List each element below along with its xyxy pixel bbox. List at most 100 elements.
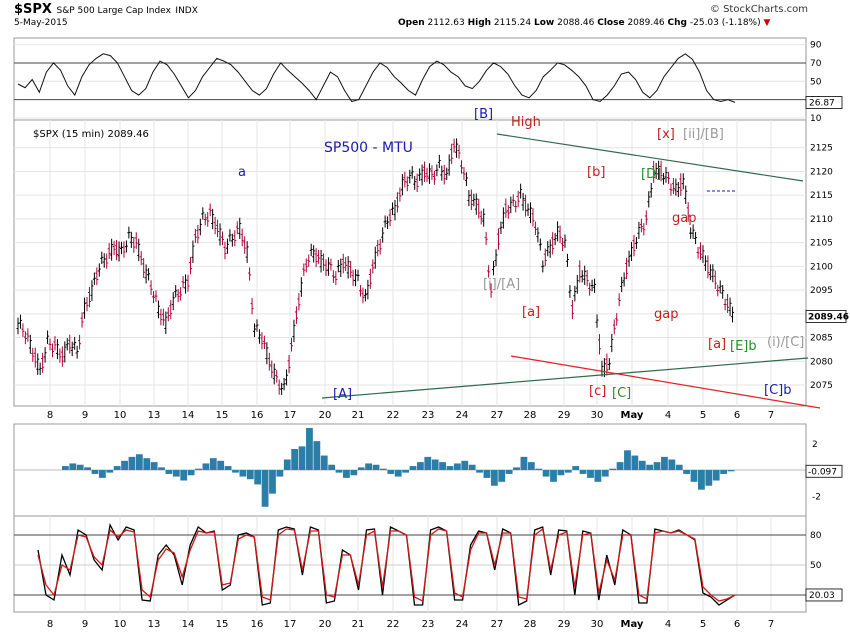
down-arrow-icon: ▼ [763, 18, 771, 28]
x-tick-label: 15 [216, 410, 229, 421]
histogram-bar [564, 470, 572, 473]
chg-label: Chg [667, 18, 687, 28]
histogram-bar [579, 470, 587, 474]
wave-label: [ii]/[B] [683, 127, 724, 142]
chart-title: $SPX S&P 500 Large Cap Index INDX [14, 2, 198, 17]
rsi-value-box [805, 96, 843, 109]
open-value: 2112.63 [427, 18, 465, 28]
lower-trendline [321, 357, 809, 399]
histogram-bar [727, 470, 735, 472]
histogram-bar [690, 470, 698, 482]
low-label: Low [534, 18, 555, 28]
x-tick-label: 27 [491, 619, 504, 630]
x-tick-label: May [621, 619, 644, 630]
x-tick-label: 23 [422, 410, 435, 421]
price-tick-label: 2095 [810, 286, 833, 296]
price-tick-label: 2085 [810, 334, 833, 344]
histogram-bar [424, 456, 432, 470]
histogram-bar [232, 470, 239, 473]
wave-label: [a] [708, 337, 726, 352]
rsi-tick-label: 10 [810, 114, 822, 124]
histogram-bar [661, 456, 668, 470]
histogram-bar [84, 467, 91, 470]
histogram-bar [557, 470, 565, 476]
x-tick-label: 4 [665, 410, 671, 421]
histogram-bar [224, 466, 232, 470]
histogram-bar [180, 470, 188, 481]
histogram-bar [209, 458, 217, 470]
histogram-bar [542, 470, 550, 477]
histogram-bar [476, 470, 483, 473]
x-tick-label: 22 [387, 410, 400, 421]
stochastic-value-box [805, 588, 843, 602]
histogram-bar [416, 462, 424, 470]
histogram-bar [150, 462, 158, 470]
histogram-bar [254, 470, 262, 485]
histogram-bar [202, 463, 210, 470]
x-tick-label: 8 [47, 410, 53, 421]
histogram-bar [261, 470, 269, 507]
price-tick-label: 2110 [810, 215, 833, 225]
x-tick-label: 29 [558, 619, 571, 630]
histogram-bar [675, 464, 683, 470]
histogram-bar [217, 460, 225, 470]
histogram-bar [550, 470, 557, 482]
histogram-bar [453, 463, 461, 470]
x-tick-label: 21 [352, 410, 365, 421]
histogram-bar [313, 441, 321, 470]
histogram-bar [91, 470, 99, 474]
rsi-tick-label: 70 [810, 59, 822, 69]
histogram-bar [601, 470, 609, 477]
high-label: High [467, 18, 492, 28]
price-panel [13, 119, 807, 407]
price-tick-label: 2115 [810, 191, 833, 201]
histogram-bar [291, 449, 299, 470]
histogram-bar [62, 466, 69, 470]
x-tick-label: May [621, 410, 644, 421]
histogram-bar [76, 464, 84, 470]
price-tick-label: 2120 [810, 167, 833, 177]
high-value: 2115.24 [493, 18, 532, 28]
histogram-tick-label: -2 [812, 492, 821, 502]
histogram-bar [343, 470, 350, 478]
x-tick-label: 20 [319, 619, 332, 630]
x-tick-label: 24 [456, 619, 469, 630]
stochastic-value-label: 20.03 [809, 591, 835, 601]
x-tick-label: 7 [768, 619, 774, 630]
histogram-bar [187, 470, 195, 476]
histogram-bar [165, 470, 173, 474]
price-tick-label: 2075 [810, 381, 833, 391]
histogram-bar [668, 459, 676, 470]
histogram-bar [372, 464, 380, 470]
x-tick-label: 20 [319, 410, 332, 421]
wave-label: [C] [612, 386, 631, 401]
ohlc-readout: Open 2112.63 High 2115.24 Low 2088.46 Cl… [398, 18, 770, 28]
histogram-bar [135, 454, 143, 470]
histogram-bar [269, 470, 276, 494]
histogram-bar [172, 470, 180, 477]
x-tick-label: 17 [284, 619, 297, 630]
x-tick-label: 5 [700, 619, 706, 630]
histogram-bar [609, 468, 617, 470]
red-channel-line [510, 355, 821, 409]
price-value-label: 2089.46 [808, 312, 849, 322]
wave-label: a [238, 165, 246, 180]
x-tick-label: 14 [182, 619, 195, 630]
histogram-bar [683, 470, 691, 474]
exchange: INDX [175, 6, 198, 16]
histogram-bar [350, 470, 358, 476]
wave-label: (i)/[C] [767, 335, 804, 350]
histogram-bar [283, 459, 291, 470]
histogram-bar [335, 470, 343, 473]
x-tick-label: 21 [352, 619, 365, 630]
histogram-bar [239, 470, 247, 477]
x-tick-label: 30 [591, 410, 604, 421]
rsi-panel [13, 37, 807, 121]
x-tick-label: 30 [591, 619, 604, 630]
wave-label: [C]b [764, 383, 791, 398]
histogram-bar [572, 466, 580, 470]
histogram-bar [439, 462, 446, 470]
open-label: Open [398, 18, 425, 28]
rsi-line [17, 53, 736, 103]
price-tick-label: 2125 [810, 144, 833, 154]
